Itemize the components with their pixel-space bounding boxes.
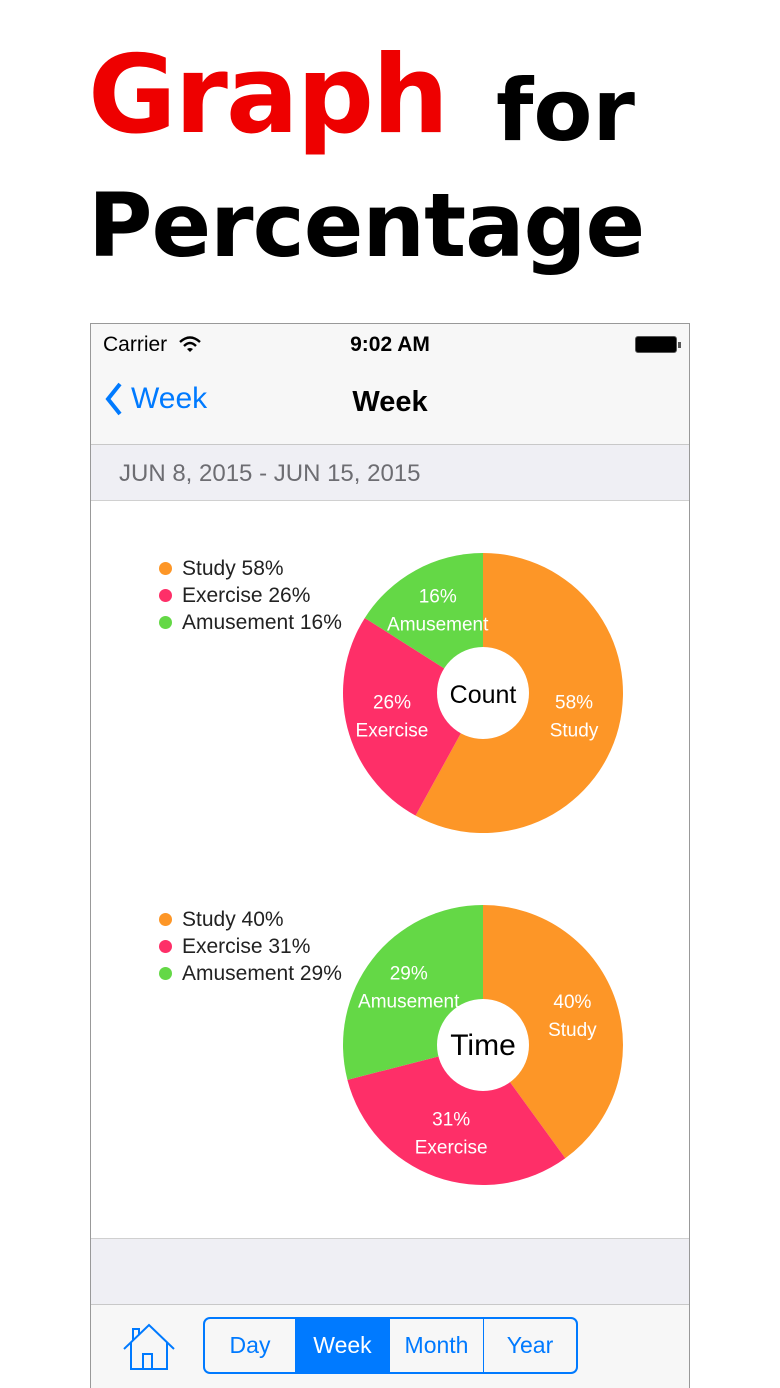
- pie-center-title: Count: [450, 681, 517, 709]
- slice-percent-label: 16%: [419, 587, 457, 608]
- slice-percent-label: 29%: [390, 963, 428, 984]
- status-bar: Carrier 9:02 AM: [91, 324, 689, 366]
- slice-category-label: Study: [550, 720, 599, 741]
- segment-day[interactable]: Day: [205, 1319, 296, 1372]
- headline-percentage: Percentage: [88, 174, 645, 277]
- legend-dot: [159, 562, 172, 575]
- pie-center-title: Time: [450, 1029, 516, 1062]
- count-pie-chart: 58% Study 26% Exercise 16% Amusement Count: [343, 553, 623, 833]
- slice-category-label: Study: [548, 1020, 597, 1041]
- legend-label: Amusement 29%: [182, 961, 342, 985]
- pie-center-hole: [437, 999, 529, 1091]
- legend-dot: [159, 913, 172, 926]
- slice-category-label: Exercise: [356, 720, 429, 741]
- navigation-bar: Week Week: [91, 366, 689, 445]
- slice-percent-label: 40%: [553, 992, 591, 1013]
- headline-graph: Graph: [88, 33, 449, 158]
- carrier-label: Carrier: [103, 333, 201, 357]
- legend-label: Study 58%: [182, 556, 284, 580]
- legend-item-study: Study 40%: [159, 906, 342, 933]
- legend-item-amusement: Amusement 29%: [159, 960, 342, 987]
- footer-band: [91, 1238, 689, 1305]
- time-legend: Study 40% Exercise 31% Amusement 29%: [159, 906, 342, 987]
- pie-slice-exercise: [343, 617, 483, 816]
- pie-center-hole: [437, 647, 529, 739]
- pie-slice-exercise: [347, 1045, 566, 1185]
- legend-item-exercise: Exercise 26%: [159, 582, 342, 609]
- segment-month[interactable]: Month: [390, 1319, 484, 1372]
- segment-year[interactable]: Year: [506, 1332, 554, 1358]
- pie-slice-study: [483, 905, 624, 1159]
- time-pie-chart: 40% Study 31% Exercise 29% Amusement Time: [343, 905, 624, 1185]
- back-button[interactable]: Week: [105, 382, 207, 416]
- count-legend: Study 58% Exercise 26% Amusement 16%: [159, 555, 342, 636]
- date-range: JUN 8, 2015 - JUN 15, 2015: [119, 460, 421, 487]
- period-segmented-control[interactable]: Day Week Month Year: [203, 1317, 578, 1374]
- legend-label: Amusement 16%: [182, 610, 342, 634]
- legend-dot: [159, 967, 172, 980]
- legend-label: Exercise 31%: [182, 934, 311, 958]
- legend-item-study: Study 58%: [159, 555, 342, 582]
- home-icon[interactable]: [121, 1323, 177, 1371]
- page-title: Week: [352, 386, 428, 418]
- slice-category-label: Amusement: [358, 991, 460, 1012]
- legend-label: Study 40%: [182, 907, 284, 931]
- legend-dot: [159, 589, 172, 602]
- slice-category-label: Exercise: [415, 1137, 488, 1158]
- segment-week[interactable]: Week: [296, 1319, 390, 1372]
- date-range-header: JUN 8, 2015 - JUN 15, 2015: [91, 445, 689, 501]
- slice-percent-label: 31%: [432, 1109, 470, 1130]
- phone-screen: Carrier 9:02 AM Week Week JUN 8, 2015 - …: [90, 323, 690, 1388]
- battery-icon: [635, 336, 681, 353]
- wifi-icon: [179, 336, 201, 352]
- legend-item-exercise: Exercise 31%: [159, 933, 342, 960]
- bottom-toolbar: Day Week Month Year: [91, 1304, 689, 1388]
- slice-percent-label: 58%: [555, 692, 593, 713]
- back-label: Week: [131, 382, 208, 415]
- chevron-left-icon: [105, 382, 122, 416]
- legend-item-amusement: Amusement 16%: [159, 609, 342, 636]
- headline-for: for: [496, 61, 635, 161]
- carrier-text: Carrier: [103, 333, 168, 356]
- clock: 9:02 AM: [350, 333, 430, 356]
- slice-percent-label: 26%: [373, 692, 411, 713]
- slice-category-label: Amusement: [387, 615, 489, 636]
- legend-label: Exercise 26%: [182, 583, 311, 607]
- legend-dot: [159, 940, 172, 953]
- legend-dot: [159, 616, 172, 629]
